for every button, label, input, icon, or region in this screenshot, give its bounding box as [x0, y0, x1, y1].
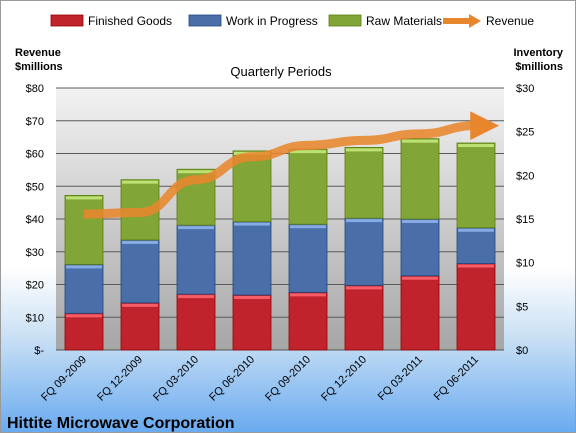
bar-raw-materials — [344, 146, 384, 219]
bar-raw-materials — [64, 195, 104, 265]
bar-highlight — [178, 226, 214, 230]
legend-label: Finished Goods — [88, 14, 172, 28]
x-tick-label: FQ 03-2011 — [376, 354, 425, 403]
y-left-tick-label: $70 — [26, 116, 44, 128]
x-tick-label: FQ 06-2011 — [432, 354, 481, 403]
x-tick-label: FQ 03-2010 — [151, 354, 201, 404]
bar-highlight — [290, 225, 326, 229]
bar-work-in-progress — [232, 221, 272, 296]
legend-swatch — [188, 14, 222, 27]
bar-finished-goods — [176, 293, 216, 351]
bar-raw-materials — [456, 142, 496, 229]
bar-highlight — [402, 220, 438, 223]
bar-finished-goods — [64, 312, 104, 351]
bar-work-in-progress — [176, 224, 216, 295]
company-name: Hittite Microwave Corporation — [7, 415, 235, 432]
line-layer — [83, 111, 500, 219]
chart-title: Quarterly Periods — [230, 64, 332, 79]
y-right-tick-label: $15 — [516, 214, 534, 226]
bar-finished-goods — [120, 302, 160, 351]
x-tick-label: FQ 06-2010 — [207, 354, 257, 404]
bar-highlight — [122, 240, 158, 244]
bar-highlight — [234, 295, 270, 299]
bar-finished-goods — [288, 291, 328, 351]
y-left-tick-label: $30 — [26, 247, 44, 259]
y-left-tick-label: $40 — [26, 214, 44, 226]
bar-highlight — [66, 314, 102, 318]
bar-highlight — [346, 219, 382, 223]
x-tick-label: FQ 09-2009 — [39, 354, 89, 404]
bar-highlight — [122, 303, 158, 307]
y-left-axis-title: Revenue $millions — [15, 47, 63, 73]
y-right-tick-label: $25 — [516, 127, 534, 139]
bar-highlight — [122, 180, 158, 184]
bar-highlight — [346, 286, 382, 290]
bar-highlight — [178, 295, 214, 299]
legend-swatch — [328, 14, 362, 27]
legend-label: Revenue — [486, 14, 534, 28]
bar-highlight — [458, 264, 494, 268]
bar-work-in-progress — [344, 217, 384, 286]
bar-highlight — [66, 196, 102, 200]
y-right-axis-title: Inventory $millions — [513, 47, 563, 73]
bar-highlight — [234, 222, 270, 226]
bar-highlight — [290, 150, 326, 154]
y-left-tick-label: $80 — [26, 83, 44, 95]
bar-highlight — [458, 144, 494, 148]
y-left-tick-label: $10 — [26, 312, 44, 324]
y-left-tick-label: $60 — [26, 149, 44, 161]
bar-raw-materials — [400, 138, 440, 220]
legend-swatch — [50, 14, 84, 27]
bar-finished-goods — [400, 275, 440, 351]
y-left-tick-label: $- — [34, 345, 44, 357]
bar-finished-goods — [232, 294, 272, 351]
y-right-tick-label: $5 — [516, 301, 528, 313]
bar-highlight — [402, 276, 438, 280]
x-tick-label: FQ 12-2010 — [319, 354, 369, 404]
bar-work-in-progress — [64, 264, 104, 314]
y-right-tick-label: $30 — [516, 83, 534, 95]
y-right-tick-label: $0 — [516, 345, 528, 357]
x-tick-label: FQ 12-2009 — [95, 354, 145, 404]
bar-work-in-progress — [400, 218, 440, 277]
bar-work-in-progress — [120, 239, 160, 304]
x-tick-label: FQ 09-2010 — [263, 354, 313, 404]
y-right-tick-label: $10 — [516, 258, 534, 270]
bar-highlight — [402, 139, 438, 143]
legend-label: Raw Materials — [366, 14, 442, 28]
bar-finished-goods — [344, 284, 384, 351]
legend-label: Work in Progress — [226, 14, 318, 28]
bar-raw-materials — [288, 148, 328, 225]
legend-arrow-revenue — [469, 14, 481, 28]
bar-work-in-progress — [288, 223, 328, 293]
bar-highlight — [346, 148, 382, 152]
y-left-tick-label: $50 — [26, 181, 44, 193]
bar-highlight — [178, 170, 214, 174]
bar-highlight — [290, 293, 326, 297]
y-right-tick-label: $20 — [516, 170, 534, 182]
legend: Finished Goods Work in Progress Raw Materi… — [50, 14, 534, 28]
bar-highlight — [458, 228, 494, 232]
revenue-line — [83, 111, 500, 219]
bar-highlight — [66, 265, 102, 269]
bar-finished-goods — [456, 263, 496, 351]
bar-work-in-progress — [456, 227, 496, 264]
y-left-tick-label: $20 — [26, 280, 44, 292]
